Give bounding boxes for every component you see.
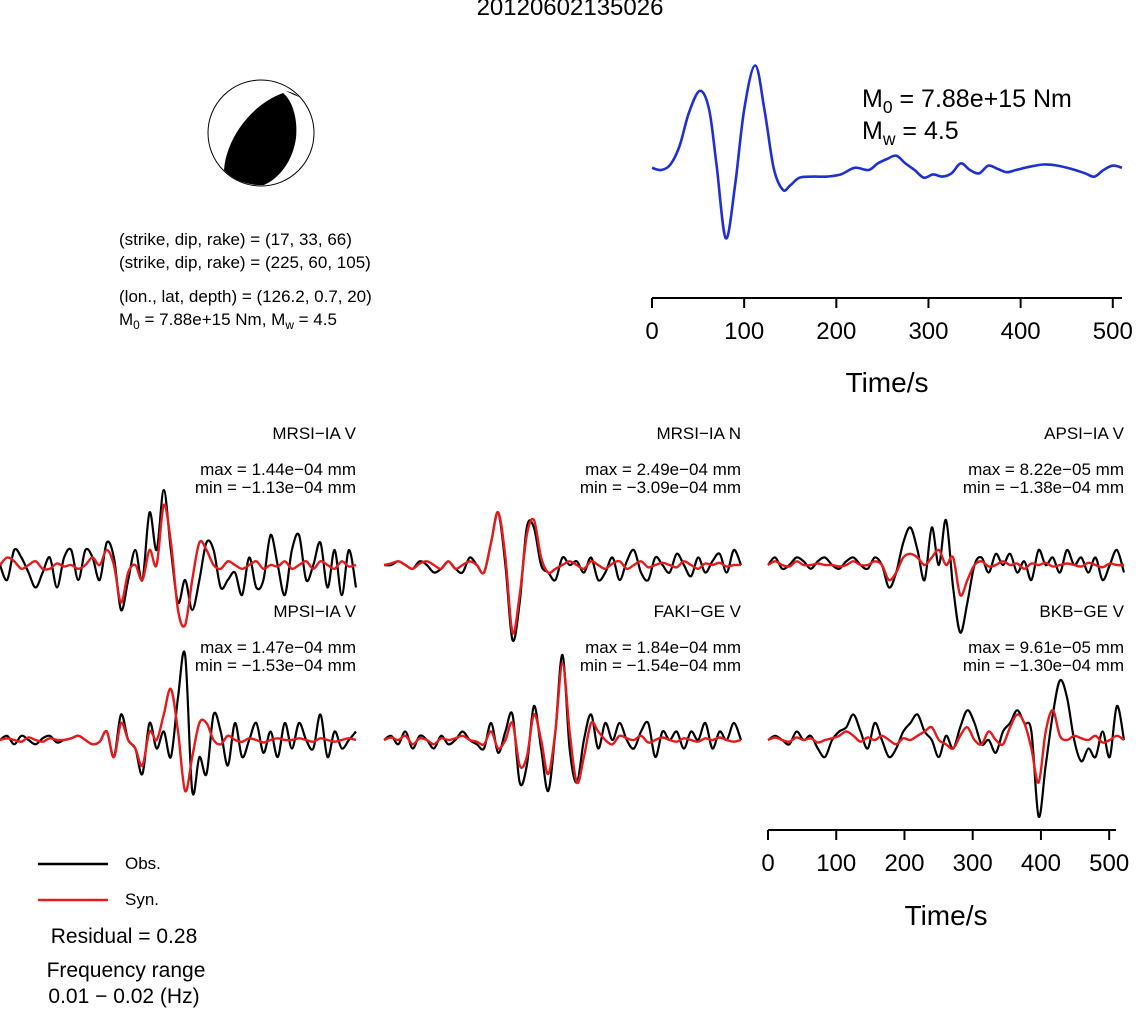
stf-x-axis <box>651 297 1122 308</box>
syn-trace <box>767 548 1125 597</box>
stf-tick-label: 300 <box>908 318 949 345</box>
legend-syn-label: Syn. <box>125 890 160 909</box>
moment-m0-prefix: M <box>119 310 134 329</box>
station-min: min = −1.38e−04 mm <box>962 478 1124 497</box>
moment-m0-sub: 0 <box>133 318 140 333</box>
waveform-panel <box>383 511 743 643</box>
frequency-value: 0.01 − 0.02 (Hz) <box>48 985 200 1008</box>
waveform-tick-label: 200 <box>884 850 925 877</box>
syn-trace <box>767 709 1125 784</box>
legend <box>38 862 108 902</box>
mechanism-line-2: (strike, dip, rake) = (225, 60, 105) <box>119 253 371 272</box>
stf-m0-sub: 0 <box>882 97 893 118</box>
stf-tick-label: 100 <box>724 318 765 345</box>
waveform-panel <box>0 650 357 796</box>
beachball <box>207 79 315 187</box>
stf-m0-label: M0 = 7.88e+15 Nm <box>862 84 1072 118</box>
station-max: max = 1.44e−04 mm <box>200 460 356 479</box>
station-label: FAKI−GE V <box>653 602 741 621</box>
beachball-compressional-quadrant <box>224 93 297 186</box>
legend-obs-label: Obs. <box>125 854 161 873</box>
obs-trace <box>0 488 358 612</box>
station-max: max = 1.47e−04 mm <box>200 638 356 657</box>
obs-trace <box>767 678 1126 818</box>
station-min: min = −1.13e−04 mm <box>194 478 356 497</box>
station-min: min = −3.09e−04 mm <box>579 478 741 497</box>
waveform-panels <box>0 488 1126 818</box>
stf-tick-label: 200 <box>816 318 857 345</box>
station-max: max = 9.61e−05 mm <box>968 638 1124 657</box>
stf-mw-value: = 4.5 <box>895 117 959 145</box>
waveform-tick-label: 500 <box>1089 850 1130 877</box>
station-max: max = 8.22e−05 mm <box>968 460 1124 479</box>
obs-trace <box>0 650 357 796</box>
stf-mw-prefix: M <box>862 117 883 145</box>
frequency-label: Frequency range <box>46 959 206 982</box>
page-title: 20120602135026 <box>476 0 664 21</box>
waveform-panel <box>383 653 743 793</box>
syn-trace <box>0 503 357 628</box>
waveform-tick-label: 400 <box>1020 850 1061 877</box>
stf-tick-label: 400 <box>1000 318 1041 345</box>
syn-trace <box>0 687 357 793</box>
station-label: APSI−IA V <box>1044 424 1124 443</box>
station-min: min = −1.54e−04 mm <box>579 656 741 675</box>
stf-m0-value: = 7.88e+15 Nm <box>892 85 1072 113</box>
stf-tick-label: 0 <box>645 318 659 345</box>
moment-m0-value: = 7.88e+15 Nm, M <box>139 310 286 329</box>
station-min: min = −1.53e−04 mm <box>194 656 356 675</box>
obs-trace <box>383 653 743 793</box>
moment-line: M0 = 7.88e+15 Nm, Mw = 4.5 <box>119 309 337 331</box>
stf-mw-sub: w <box>882 129 896 150</box>
stf-tick-label: 500 <box>1092 318 1133 345</box>
obs-trace <box>767 518 1126 634</box>
syn-trace <box>383 662 742 785</box>
waveform-panel <box>767 518 1126 634</box>
waveform-tick-label: 300 <box>952 850 993 877</box>
station-label: MPSI−IA V <box>273 602 356 621</box>
station-max: max = 1.84e−04 mm <box>585 638 741 657</box>
moment-mw-sub: w <box>285 318 294 333</box>
syn-trace <box>383 511 742 635</box>
waveform-x-axis <box>767 829 1116 840</box>
station-max: max = 2.49e−04 mm <box>585 460 741 479</box>
waveform-tick-label: 100 <box>816 850 857 877</box>
stf-m0-prefix: M <box>862 85 883 113</box>
waveform-panel <box>0 488 358 628</box>
moment-mw-value: = 4.5 <box>293 310 337 329</box>
stf-x-label: Time/s <box>845 367 929 398</box>
station-min: min = −1.30e−04 mm <box>962 656 1124 675</box>
station-label: BKB−GE V <box>1039 602 1124 621</box>
beachball-edge-sliver <box>286 91 299 97</box>
waveform-panel <box>767 678 1126 818</box>
mechanism-line-1: (strike, dip, rake) = (17, 33, 66) <box>119 230 352 249</box>
stf-mw-label: Mw = 4.5 <box>862 116 959 150</box>
location-line: (lon., lat, depth) = (126.2, 0.7, 20) <box>119 287 372 306</box>
stf-curve <box>651 64 1123 240</box>
station-label: MRSI−IA N <box>656 424 741 443</box>
waveform-x-label: Time/s <box>904 900 988 931</box>
waveform-tick-label: 0 <box>761 850 775 877</box>
stf-plot <box>651 64 1123 240</box>
residual-text: Residual = 0.28 <box>50 925 198 948</box>
station-label: MRSI−IA V <box>272 424 356 443</box>
